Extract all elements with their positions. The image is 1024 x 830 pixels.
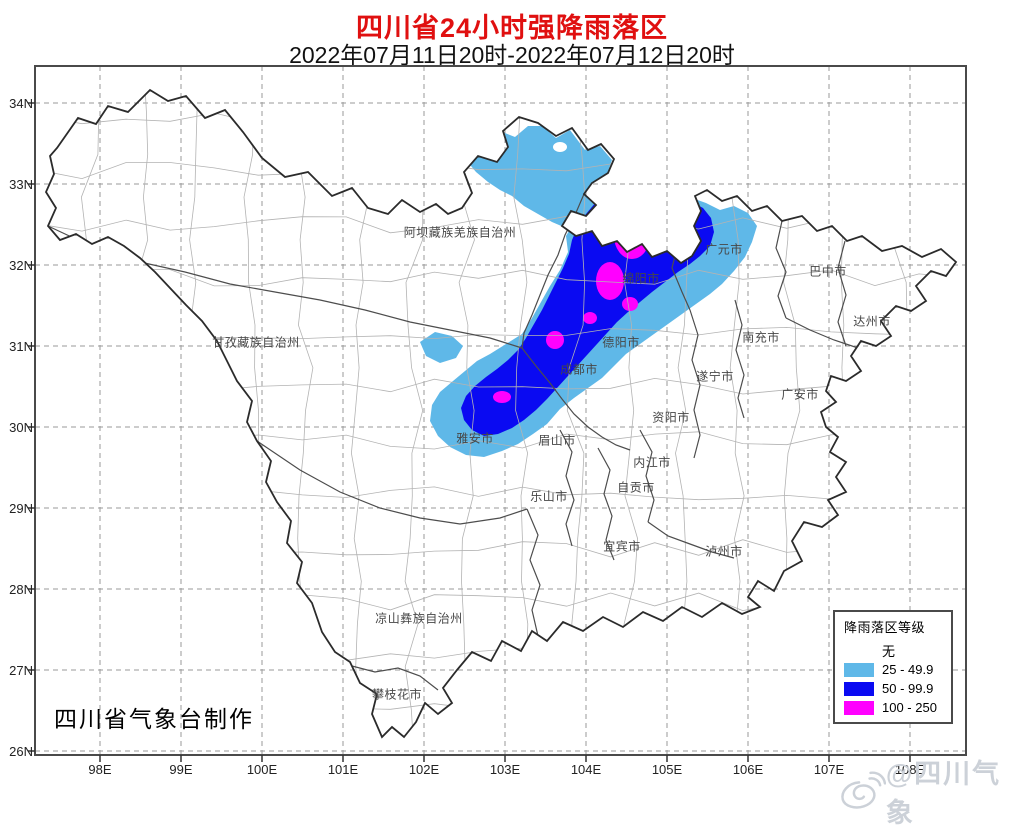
axis-ticks bbox=[28, 102, 911, 762]
region-label: 资阳市 bbox=[652, 410, 690, 425]
region-label: 自贡市 bbox=[617, 480, 655, 495]
region-label: 乐山市 bbox=[530, 489, 568, 504]
region-label: 凉山彝族自治州 bbox=[375, 611, 463, 626]
weibo-icon bbox=[841, 771, 886, 809]
x-tick-label: 104E bbox=[570, 762, 602, 777]
x-tick-label: 108E bbox=[894, 762, 926, 777]
y-tick-label: 26N bbox=[9, 744, 33, 759]
y-tick-label: 32N bbox=[9, 258, 33, 273]
region-label: 内江市 bbox=[633, 455, 671, 470]
x-tick-label: 99E bbox=[169, 762, 193, 777]
graticule-grid bbox=[35, 66, 966, 755]
region-label: 遂宁市 bbox=[696, 369, 734, 384]
x-tick-label: 106E bbox=[732, 762, 764, 777]
y-tick-label: 29N bbox=[9, 501, 33, 516]
legend-item: 25 - 49.9 bbox=[844, 660, 951, 679]
region-label: 阿坝藏族羌族自治州 bbox=[403, 225, 517, 240]
region-label: 达州市 bbox=[853, 314, 891, 329]
region-label: 巴中市 bbox=[809, 264, 847, 279]
x-tick-label: 101E bbox=[327, 762, 359, 777]
legend-title: 降雨落区等级 bbox=[844, 620, 926, 635]
region-label: 甘孜藏族自治州 bbox=[212, 335, 300, 350]
legend-item-label: 25 - 49.9 bbox=[882, 662, 934, 677]
y-tick-label: 31N bbox=[9, 339, 33, 354]
region-label: 广安市 bbox=[781, 387, 819, 402]
legend-item-label: 100 - 250 bbox=[882, 700, 937, 715]
legend-swatch bbox=[844, 662, 874, 677]
map-subtitle: 2022年07月11日20时-2022年07月12日20时 bbox=[289, 42, 735, 68]
region-label: 德阳市 bbox=[602, 335, 640, 350]
legend-item: 无 bbox=[844, 641, 951, 660]
x-tick-label: 103E bbox=[489, 762, 521, 777]
prefecture-boundaries bbox=[47, 193, 883, 691]
region-label: 眉山市 bbox=[538, 433, 576, 448]
legend-item-label: 无 bbox=[882, 644, 896, 659]
x-tick-label: 98E bbox=[88, 762, 112, 777]
region-label: 成都市 bbox=[560, 362, 598, 377]
region-label: 泸州市 bbox=[705, 544, 743, 559]
legend-box: 降雨落区等级 无 25 - 49.9 50 - 99.9 100 - 250 bbox=[833, 610, 953, 724]
legend-swatch bbox=[844, 681, 874, 696]
y-tick-label: 28N bbox=[9, 582, 33, 597]
legend-item: 100 - 250 bbox=[844, 698, 951, 717]
legend-swatch bbox=[844, 643, 874, 658]
y-tick-label: 30N bbox=[9, 420, 33, 435]
legend-item: 50 - 99.9 bbox=[844, 679, 951, 698]
x-tick-label: 100E bbox=[246, 762, 278, 777]
credit-text: 四川省气象台制作 bbox=[54, 706, 254, 732]
region-label: 绵阳市 bbox=[622, 271, 660, 286]
legend-item-label: 50 - 99.9 bbox=[882, 681, 934, 696]
region-label: 攀枝花市 bbox=[371, 687, 423, 702]
region-label: 广元市 bbox=[705, 242, 743, 257]
y-tick-label: 34N bbox=[9, 96, 33, 111]
watermark-text: @四川气象 bbox=[885, 759, 1002, 828]
y-tick-label: 27N bbox=[9, 663, 33, 678]
region-label: 宜宾市 bbox=[603, 539, 641, 554]
x-tick-label: 105E bbox=[651, 762, 683, 777]
sichuan-map bbox=[28, 65, 967, 762]
weather-map-figure: 四川省24小时强降雨落区 2022年07月11日20时-2022年07月12日2… bbox=[9, 13, 999, 828]
y-tick-label: 33N bbox=[9, 177, 33, 192]
legend-swatch bbox=[844, 700, 874, 715]
watermark: @四川气象 bbox=[838, 752, 1024, 830]
legend-rows: 无 25 - 49.9 50 - 99.9 100 - 250 bbox=[844, 641, 951, 717]
x-tick-label: 107E bbox=[813, 762, 845, 777]
plot-frame bbox=[34, 65, 967, 756]
x-tick-label: 102E bbox=[408, 762, 440, 777]
region-label: 南充市 bbox=[742, 330, 780, 345]
map-title: 四川省24小时强降雨落区 bbox=[355, 13, 669, 43]
region-label: 雅安市 bbox=[456, 431, 494, 446]
